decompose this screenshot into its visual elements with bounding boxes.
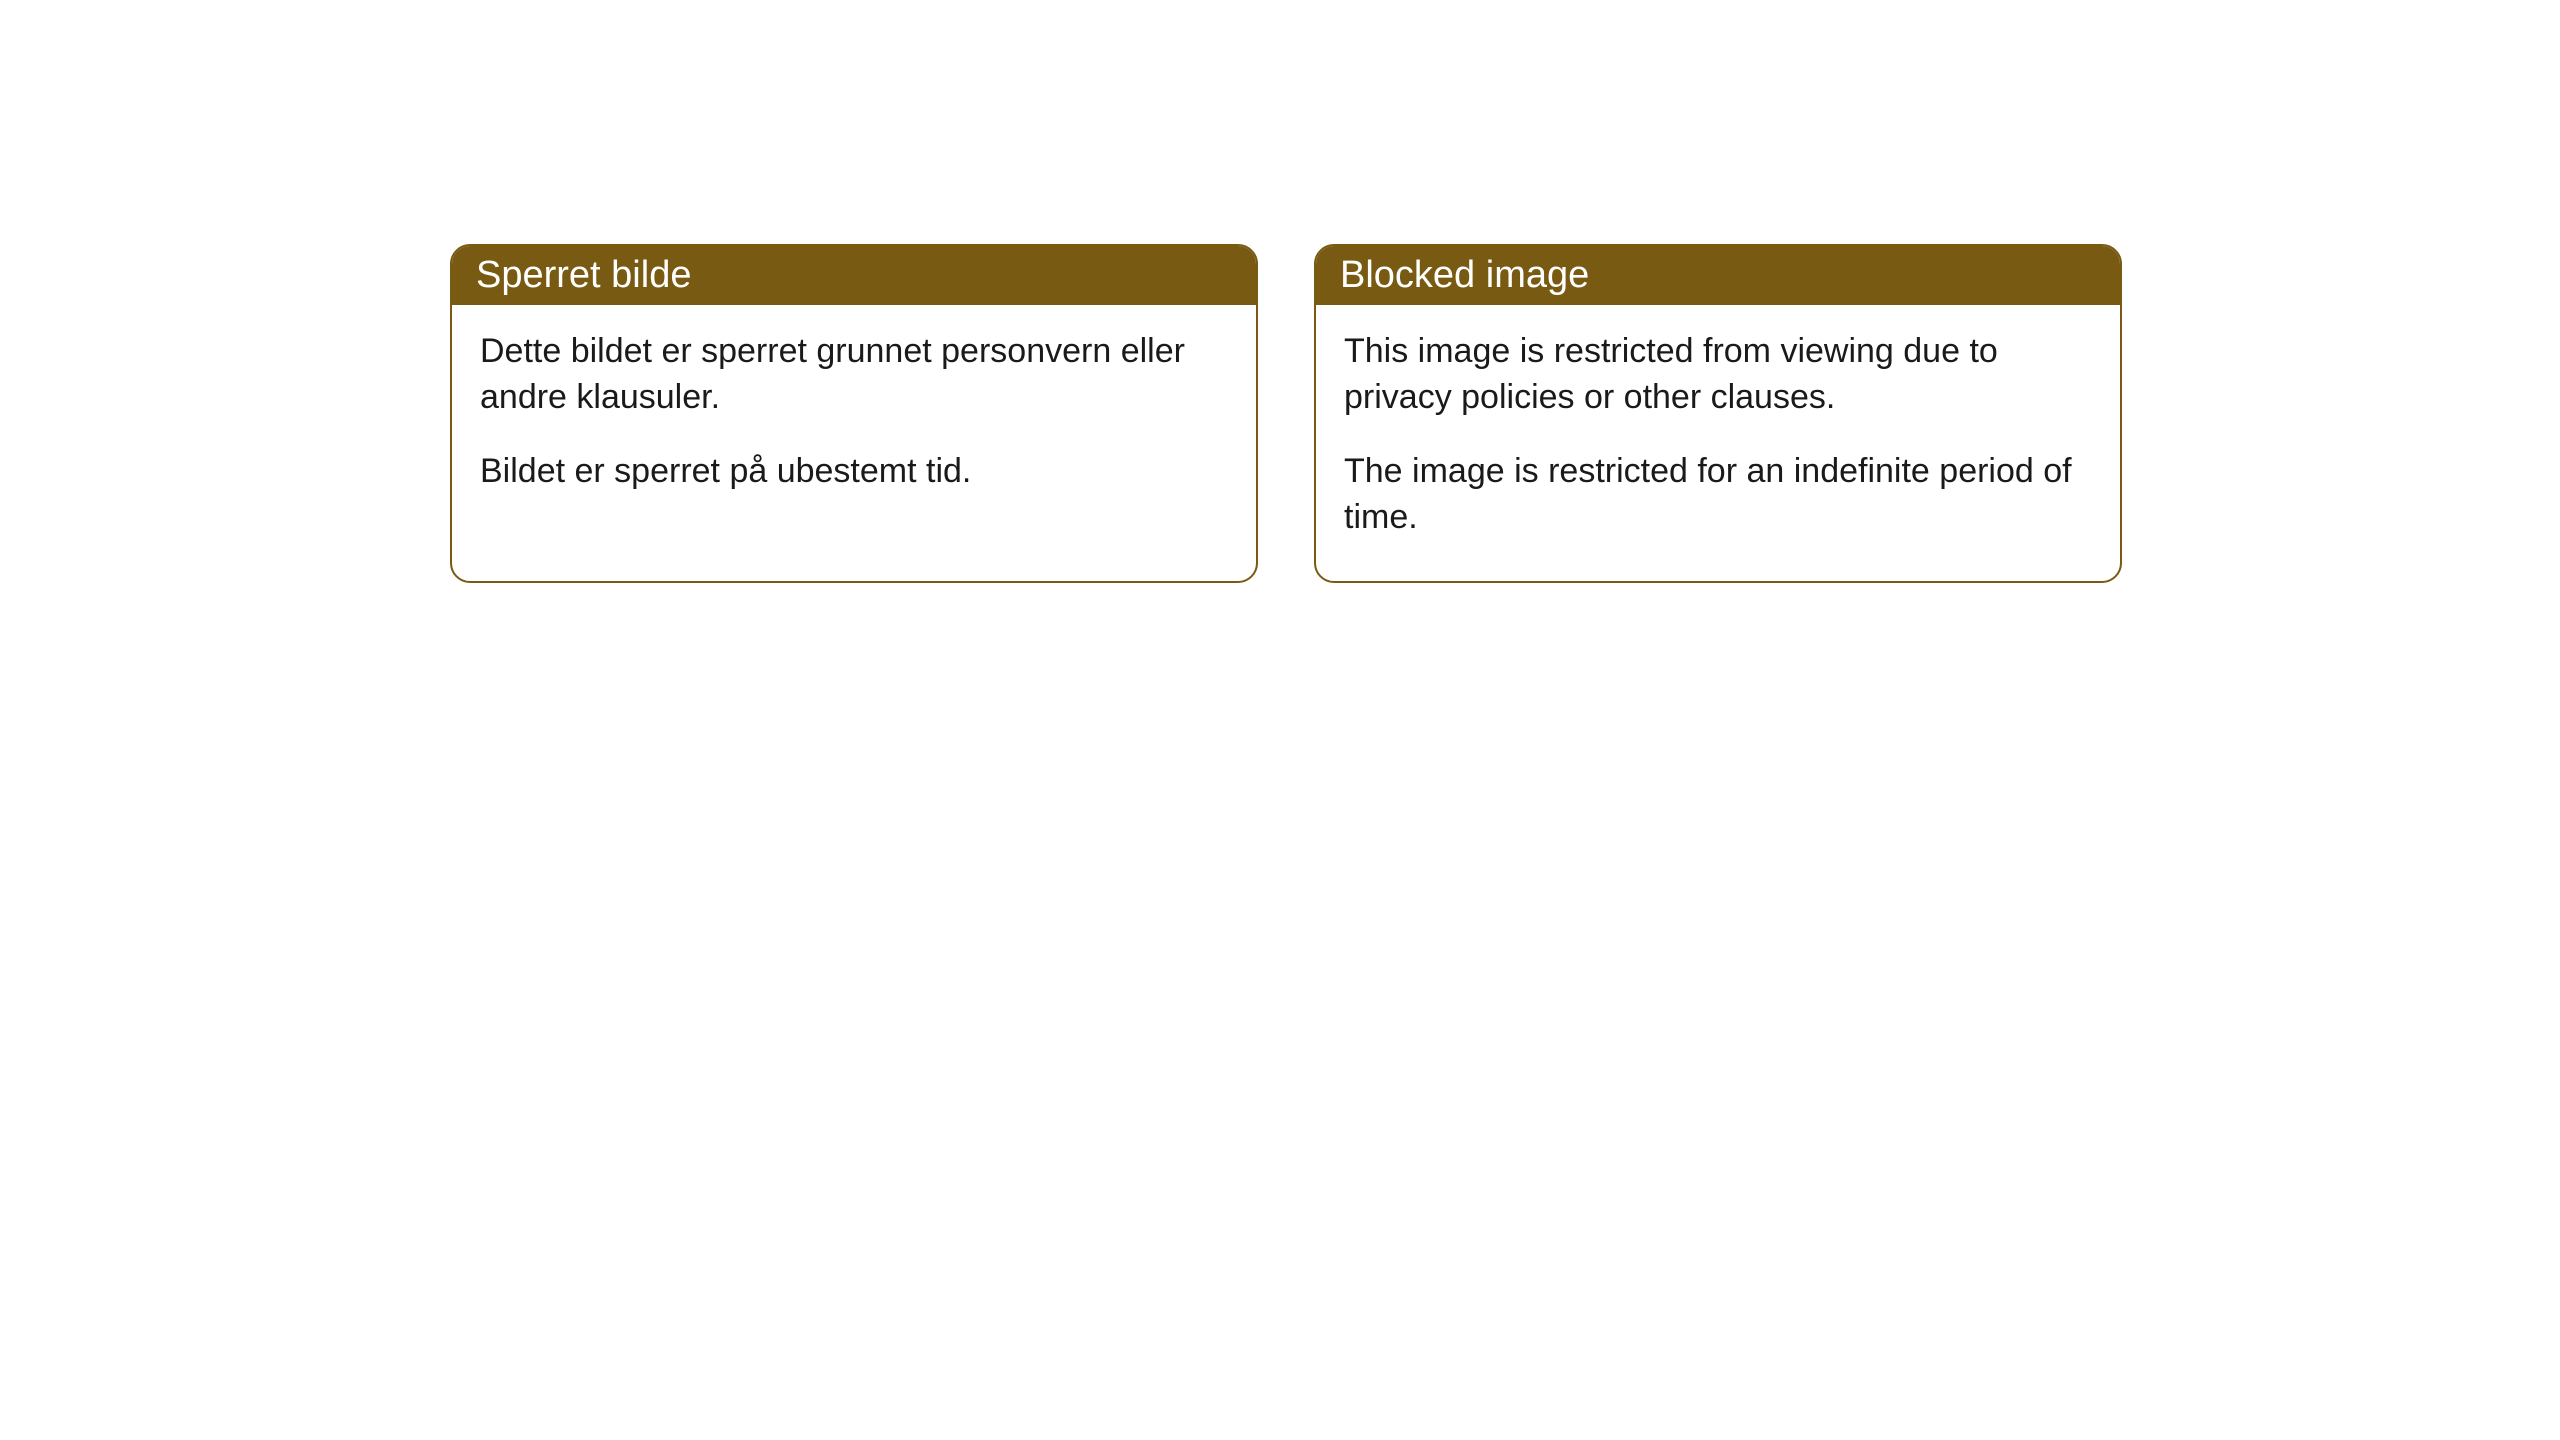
notice-cards-container: Sperret bilde Dette bildet er sperret gr… xyxy=(0,0,2560,583)
card-title: Sperret bilde xyxy=(476,254,691,296)
blocked-image-card-english: Blocked image This image is restricted f… xyxy=(1314,244,2122,583)
card-paragraph: This image is restricted from viewing du… xyxy=(1344,329,2092,421)
card-paragraph: The image is restricted for an indefinit… xyxy=(1344,449,2092,541)
card-body: This image is restricted from viewing du… xyxy=(1316,305,2120,581)
card-header: Blocked image xyxy=(1316,246,2120,305)
card-title: Blocked image xyxy=(1340,254,1589,296)
blocked-image-card-norwegian: Sperret bilde Dette bildet er sperret gr… xyxy=(450,244,1258,583)
card-body: Dette bildet er sperret grunnet personve… xyxy=(452,305,1256,535)
card-header: Sperret bilde xyxy=(452,246,1256,305)
card-paragraph: Bildet er sperret på ubestemt tid. xyxy=(480,449,1228,495)
card-paragraph: Dette bildet er sperret grunnet personve… xyxy=(480,329,1228,421)
